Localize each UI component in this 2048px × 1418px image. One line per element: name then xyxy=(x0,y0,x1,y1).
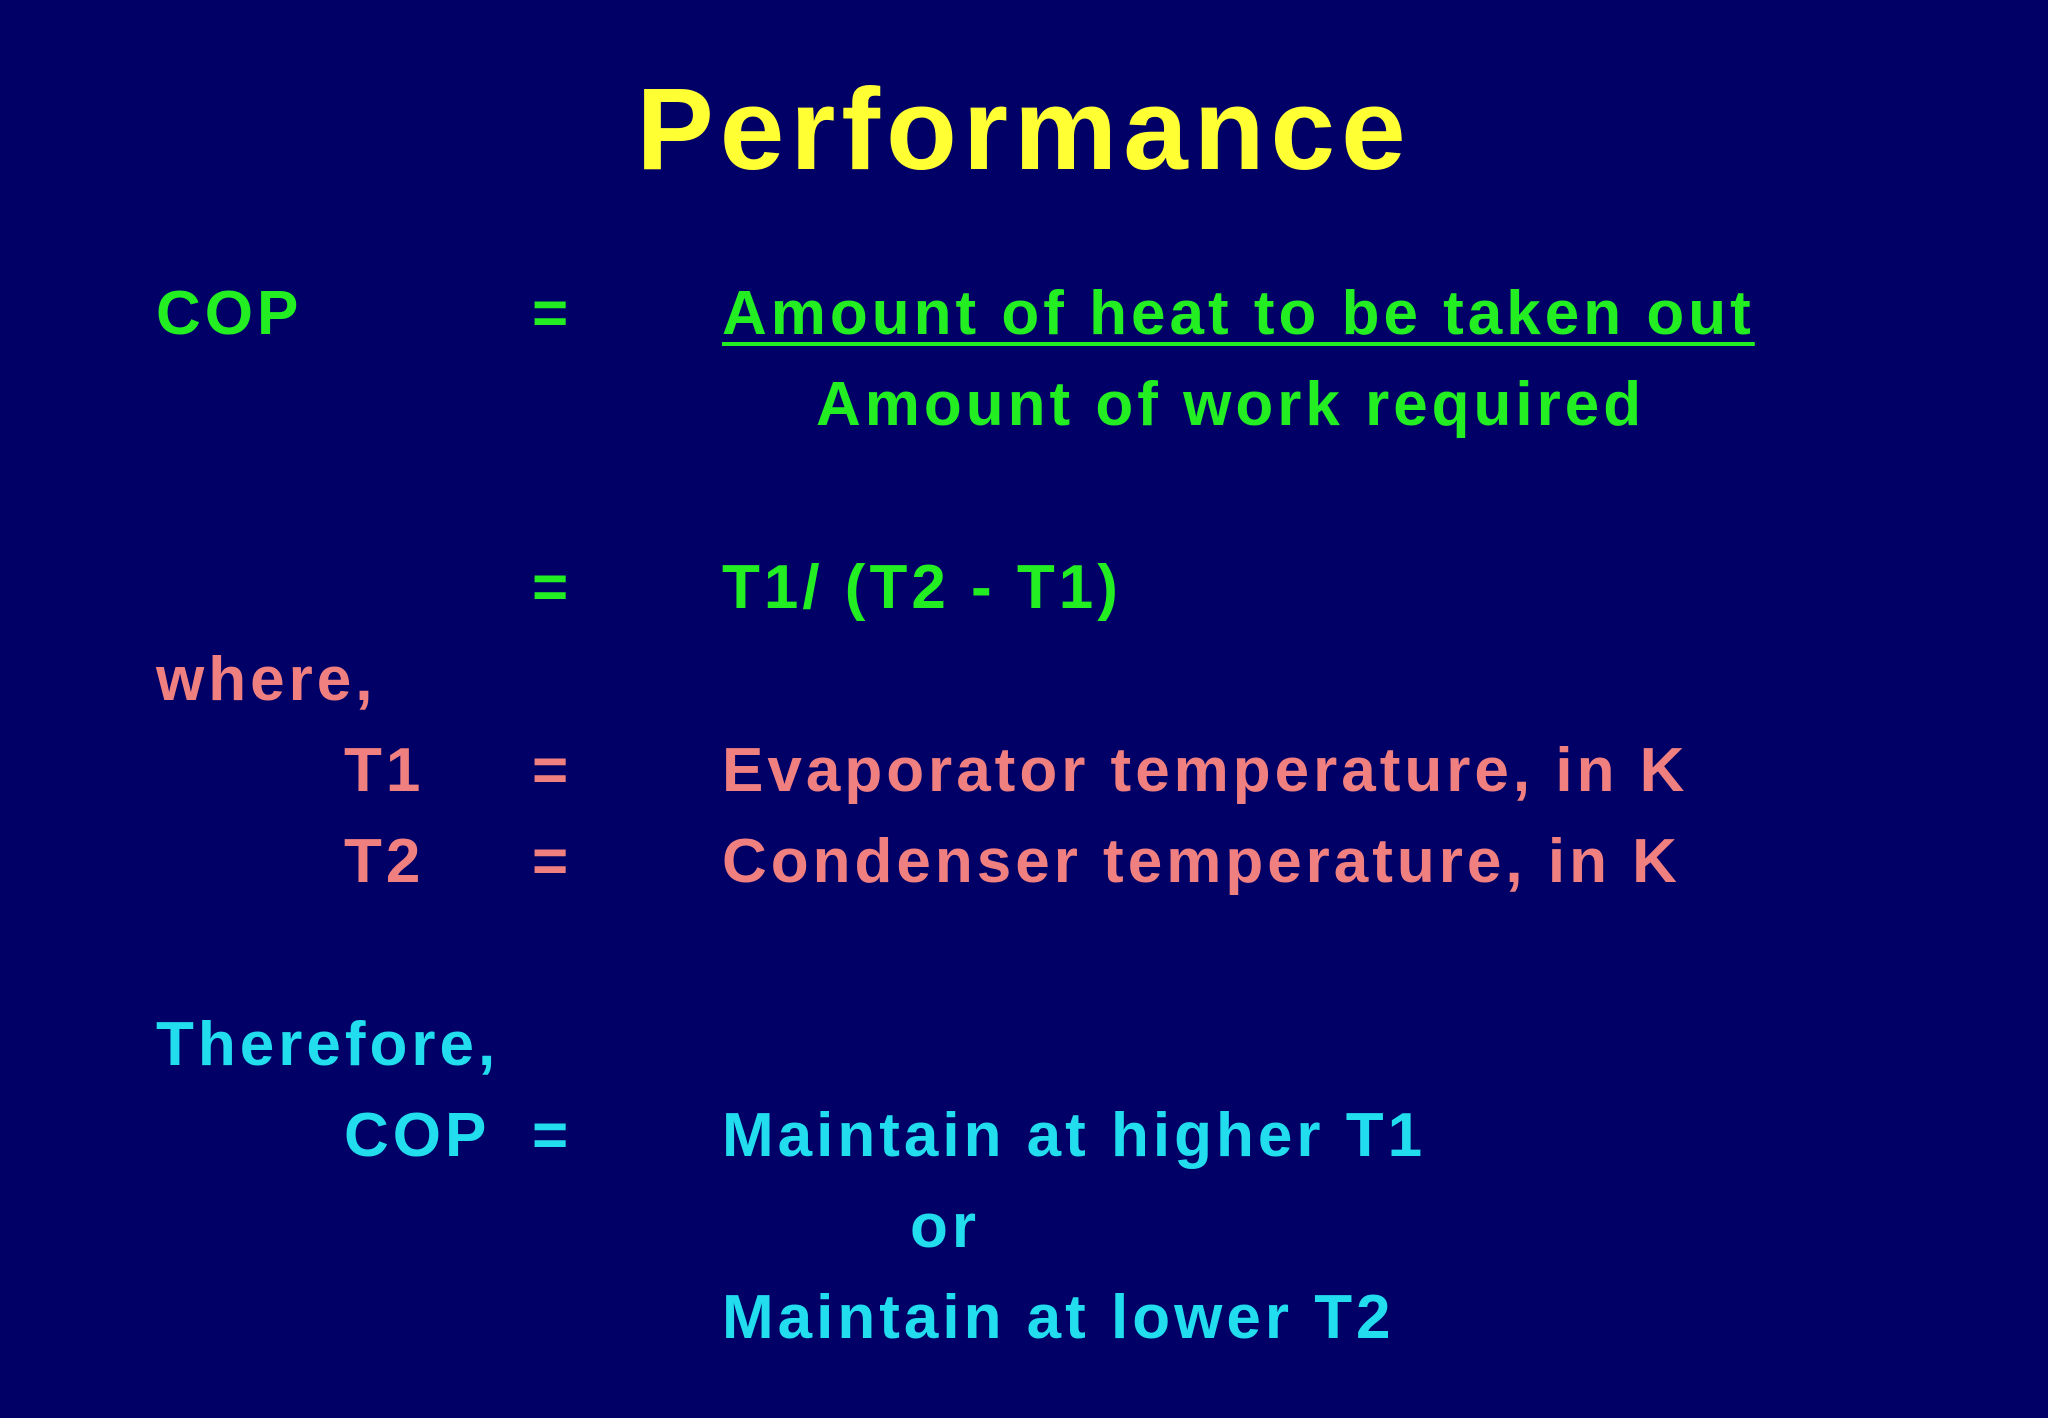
cop-denominator: Amount of work required xyxy=(816,370,1646,439)
cop-numerator: Amount of heat to be taken out xyxy=(722,279,1755,348)
therefore-cop-symbol: COP xyxy=(344,1101,491,1170)
where-symbol-t2: T2 xyxy=(344,827,425,896)
cop-equals-sign: = xyxy=(532,279,573,348)
where-label: where, xyxy=(156,645,377,714)
slide-title: Performance xyxy=(636,64,1412,194)
where-symbol-t1: T1 xyxy=(344,736,425,805)
where-meaning-t1: Evaporator temperature, in K xyxy=(722,736,1689,805)
therefore-option-2: Maintain at lower T2 xyxy=(722,1283,1395,1352)
where-equals-t1: = xyxy=(532,736,573,805)
where-meaning-t2: Condenser temperature, in K xyxy=(722,827,1681,896)
therefore-label: Therefore, xyxy=(156,1010,500,1079)
where-equals-t2: = xyxy=(532,827,573,896)
cop-formula: T1/ (T2 - T1) xyxy=(722,553,1122,622)
cop-label: COP xyxy=(156,279,303,348)
therefore-connector: or xyxy=(910,1192,980,1261)
therefore-option-1: Maintain at higher T1 xyxy=(722,1101,1427,1170)
therefore-equals-sign: = xyxy=(532,1101,573,1170)
formula-equals-sign: = xyxy=(532,553,573,622)
